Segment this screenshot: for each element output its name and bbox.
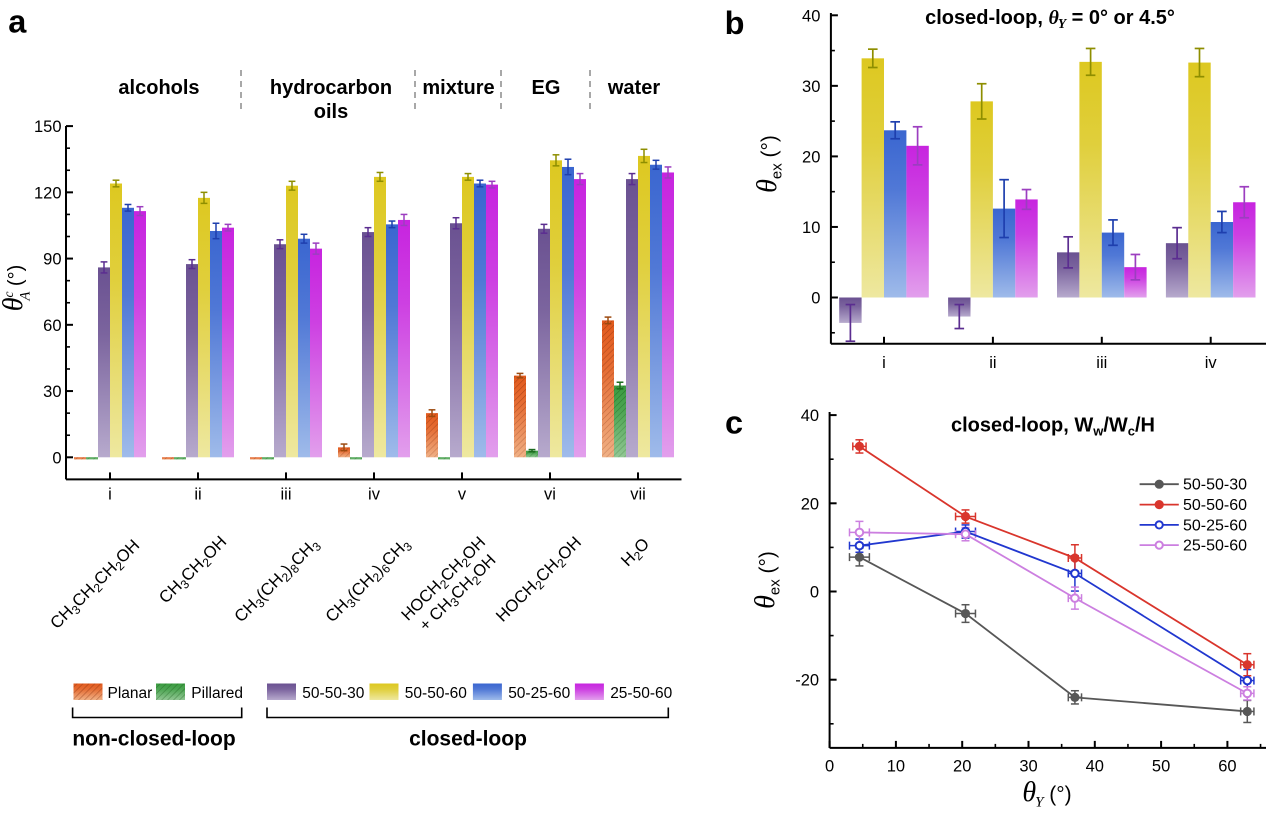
- svg-text:hydrocarbon: hydrocarbon: [270, 77, 392, 99]
- svg-text:water: water: [607, 77, 660, 99]
- svg-text:non-closed-loop: non-closed-loop: [72, 728, 235, 751]
- svg-text:mixture: mixture: [422, 77, 494, 99]
- svg-text:25-50-60: 25-50-60: [1183, 538, 1247, 555]
- svg-text:vi: vi: [544, 485, 556, 503]
- svg-text:50-25-60: 50-25-60: [1183, 517, 1247, 534]
- svg-text:40: 40: [1086, 757, 1104, 775]
- svg-text:0: 0: [811, 290, 820, 308]
- svg-text:60: 60: [1218, 757, 1236, 775]
- svg-text:oils: oils: [314, 101, 348, 123]
- svg-text:iii: iii: [1096, 354, 1107, 372]
- svg-text:90: 90: [43, 251, 61, 269]
- svg-text:10: 10: [887, 757, 905, 775]
- svg-text:30: 30: [1019, 757, 1037, 775]
- svg-text:c: c: [725, 405, 743, 441]
- svg-text:25-50-60: 25-50-60: [610, 685, 672, 702]
- svg-text:Planar: Planar: [108, 685, 153, 702]
- svg-text:closed-loop: closed-loop: [409, 728, 527, 751]
- svg-text:-20: -20: [795, 672, 819, 690]
- svg-text:50-50-30: 50-50-30: [1183, 477, 1247, 494]
- svg-text:0: 0: [825, 757, 834, 775]
- svg-text:iv: iv: [1205, 354, 1218, 372]
- svg-text:vii: vii: [630, 485, 646, 503]
- svg-text:iii: iii: [281, 485, 292, 503]
- svg-text:0: 0: [810, 584, 819, 602]
- svg-text:i: i: [882, 354, 886, 372]
- svg-text:θY (°): θY (°): [1022, 777, 1071, 811]
- svg-text:50-25-60: 50-25-60: [508, 685, 570, 702]
- svg-text:ii: ii: [989, 354, 996, 372]
- svg-text:20: 20: [802, 148, 820, 166]
- svg-text:closed-loop, Ww/Wc/H: closed-loop, Ww/Wc/H: [951, 415, 1155, 439]
- svg-text:50-50-60: 50-50-60: [405, 685, 467, 702]
- svg-text:150: 150: [34, 118, 62, 136]
- svg-text:20: 20: [953, 757, 971, 775]
- svg-text:20: 20: [801, 495, 819, 513]
- svg-text:ii: ii: [194, 485, 201, 503]
- svg-text:i: i: [108, 485, 112, 503]
- svg-text:50-50-60: 50-50-60: [1183, 497, 1247, 514]
- svg-text:40: 40: [801, 407, 819, 425]
- svg-text:iv: iv: [368, 485, 381, 503]
- svg-text:v: v: [458, 485, 467, 503]
- svg-text:40: 40: [802, 7, 820, 25]
- svg-text:b: b: [725, 5, 745, 41]
- svg-text:alcohols: alcohols: [118, 77, 199, 99]
- svg-text:60: 60: [43, 317, 61, 335]
- svg-text:θex (°): θex (°): [750, 551, 784, 609]
- svg-text:closed-loop, θY = 0° or 4.5°: closed-loop, θY = 0° or 4.5°: [925, 7, 1175, 31]
- svg-text:0: 0: [52, 449, 61, 467]
- svg-text:30: 30: [802, 78, 820, 96]
- svg-text:10: 10: [802, 219, 820, 237]
- svg-text:θex (°): θex (°): [752, 135, 786, 193]
- svg-text:50: 50: [1152, 757, 1170, 775]
- svg-text:50-50-30: 50-50-30: [302, 685, 364, 702]
- svg-text:Pillared: Pillared: [191, 685, 243, 702]
- svg-text:EG: EG: [532, 77, 561, 99]
- svg-text:θcA (°): θc A (°): [0, 265, 34, 312]
- svg-text:120: 120: [34, 184, 62, 202]
- svg-text:30: 30: [43, 383, 61, 401]
- svg-text:a: a: [8, 4, 27, 40]
